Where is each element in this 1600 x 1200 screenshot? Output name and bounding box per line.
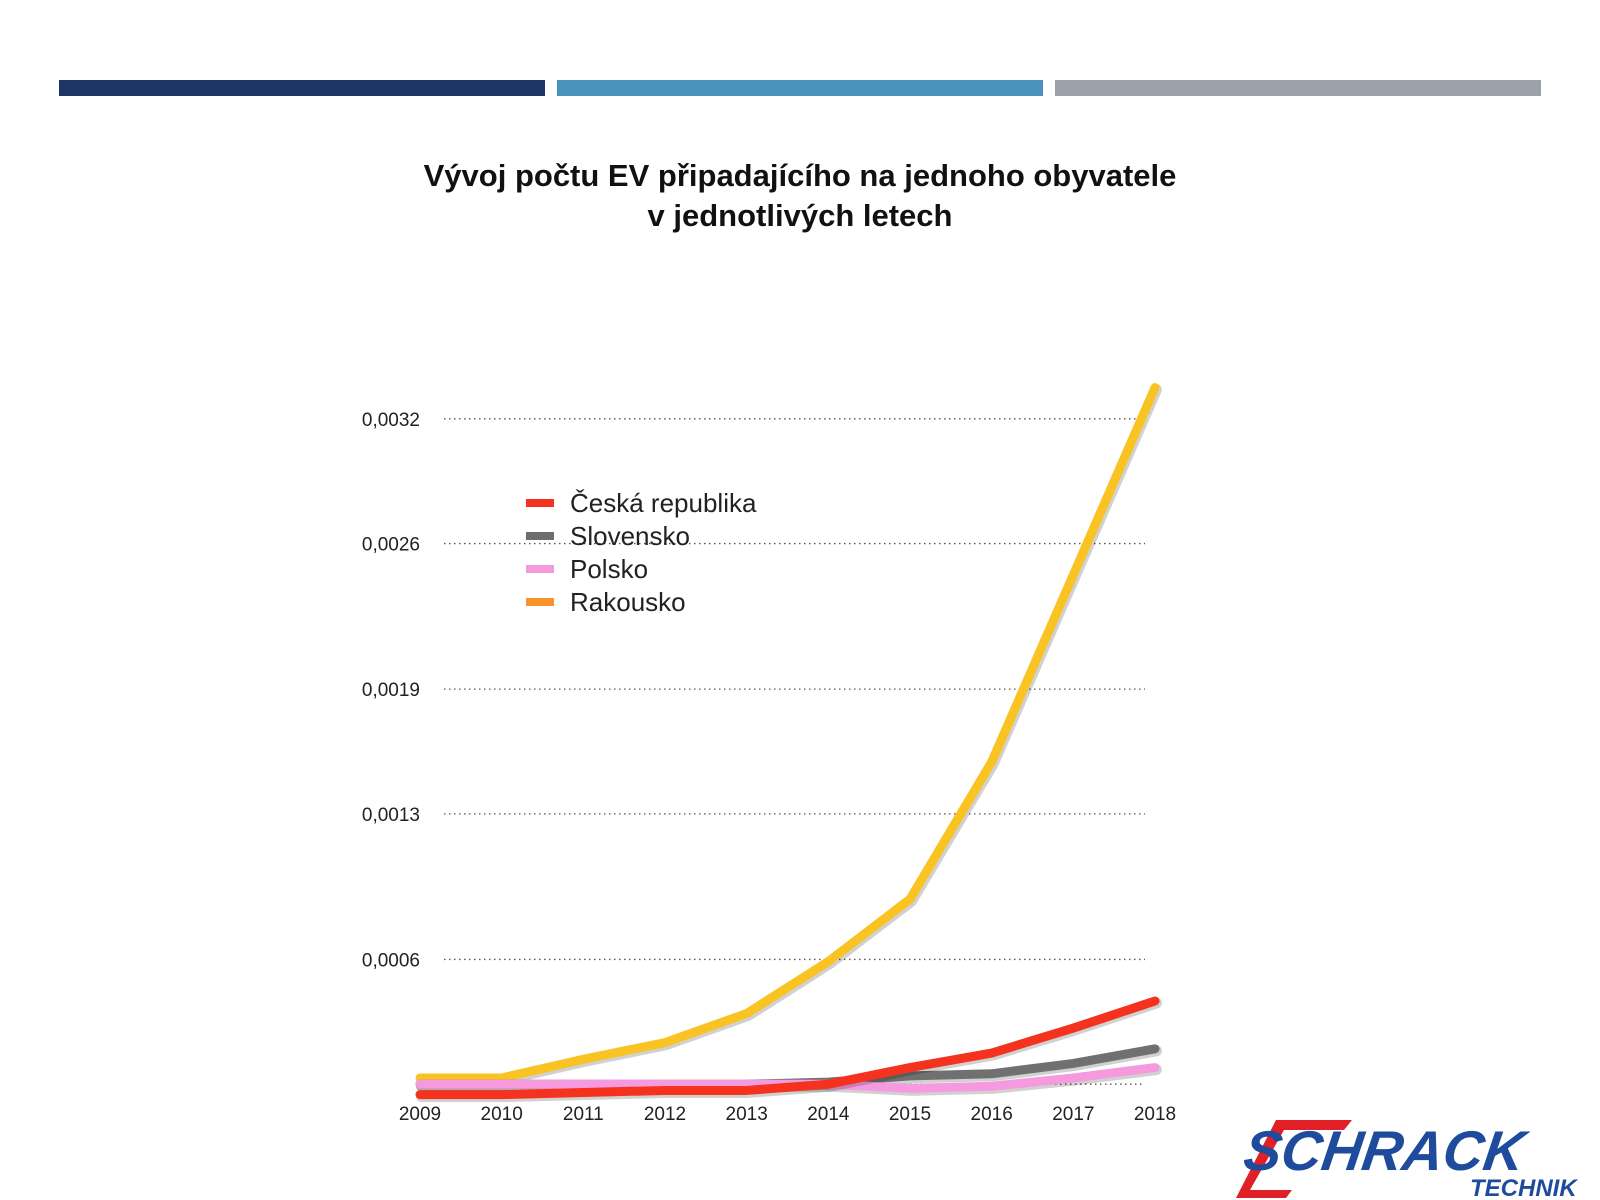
y-tick-label: 0,0026 <box>362 535 420 556</box>
legend-swatch <box>526 532 554 540</box>
x-tick-label: 2016 <box>971 1104 1013 1125</box>
chart-grid <box>420 418 1145 1085</box>
x-tick-label: 2010 <box>481 1104 523 1125</box>
chart-title-line-2: v jednotlivých letech <box>647 198 953 233</box>
y-tick-label: 0,0032 <box>362 410 420 431</box>
x-tick-label: 2012 <box>644 1104 686 1125</box>
legend-swatch <box>526 598 554 606</box>
x-tick-label: 2017 <box>1052 1104 1094 1125</box>
header-bar-light-blue <box>557 80 1043 96</box>
chart-title-line-1: Vývoj počtu EV připadajícího na jednoho … <box>423 158 1177 193</box>
series-line-0 <box>415 383 1160 1083</box>
y-axis-tick-labels: 0,0006 0,0013 0,0019 0,0026 0,0032 <box>362 410 420 972</box>
x-tick-label: 2013 <box>726 1104 768 1125</box>
legend-label: Česká republika <box>570 488 757 518</box>
series-line-3 <box>415 996 1160 1100</box>
x-tick-label: 2009 <box>399 1104 441 1125</box>
x-tick-label: 2015 <box>889 1104 931 1125</box>
schrack-technik-logo: SCHRACK TECHNIK <box>1236 1119 1578 1200</box>
legend-swatch <box>526 565 554 573</box>
x-tick-label: 2018 <box>1134 1104 1176 1125</box>
logo-main-text: SCHRACK <box>1240 1119 1533 1182</box>
y-tick-label: 0,0019 <box>362 680 420 701</box>
legend-swatch <box>526 499 554 507</box>
y-tick-label: 0,0006 <box>362 950 420 971</box>
legend-label: Polsko <box>570 554 648 584</box>
legend-label: Rakousko <box>570 587 686 617</box>
legend-label: Slovensko <box>570 521 690 551</box>
series-shadow <box>416 384 1162 1086</box>
chart-series-lines <box>415 383 1162 1103</box>
y-tick-label: 0,0013 <box>362 805 420 826</box>
logo-sub-text: TECHNIK <box>1470 1175 1578 1200</box>
x-tick-label: 2014 <box>807 1104 850 1125</box>
chart-title: Vývoj počtu EV připadajícího na jednoho … <box>0 156 1600 236</box>
header-bars <box>59 80 1541 96</box>
x-axis-tick-labels: 2009 2010 2011 2012 2013 2014 2015 2016 2017 2018 <box>399 1104 1176 1125</box>
logo-red-frame <box>1236 1120 1352 1198</box>
x-tick-label: 2011 <box>563 1104 604 1125</box>
header-bar-dark-blue <box>59 80 545 96</box>
header-bar-gray <box>1055 80 1541 96</box>
